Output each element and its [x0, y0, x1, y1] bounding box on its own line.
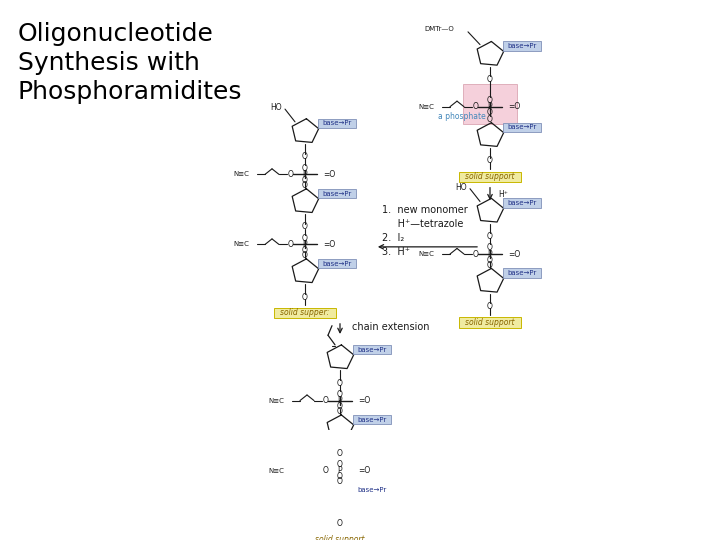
Text: O: O	[487, 302, 493, 311]
Text: P: P	[487, 249, 492, 259]
Text: solid support: solid support	[315, 535, 365, 540]
Text: O: O	[473, 249, 479, 259]
Text: O: O	[337, 407, 343, 416]
Bar	[503, 268, 541, 278]
Text: O: O	[337, 390, 343, 399]
Text: Oligonucleotide
Synthesis with
Phosphoramidites: Oligonucleotide Synthesis with Phosphora…	[18, 22, 243, 104]
Text: O: O	[337, 402, 343, 411]
Text: =O: =O	[323, 240, 336, 249]
Text: base→Pr: base→Pr	[508, 43, 536, 49]
Text: O: O	[337, 472, 343, 482]
Text: P: P	[302, 170, 307, 179]
Text: O: O	[288, 240, 294, 249]
Text: O: O	[302, 246, 308, 255]
Bar	[318, 119, 356, 128]
Text: solid supper:: solid supper:	[280, 308, 330, 318]
Text: O: O	[487, 232, 493, 241]
Text: base→Pr: base→Pr	[323, 120, 351, 126]
Text: H⁺: H⁺	[498, 190, 508, 199]
Bar	[503, 42, 541, 51]
Bar	[459, 172, 521, 182]
Bar	[318, 188, 356, 198]
Bar	[318, 259, 356, 268]
Text: N≡C: N≡C	[418, 251, 434, 257]
Text: =O: =O	[358, 466, 370, 475]
Bar	[309, 534, 371, 540]
Text: base→Pr: base→Pr	[357, 487, 387, 492]
Text: base→Pr: base→Pr	[323, 191, 351, 197]
Text: O: O	[487, 256, 493, 265]
Text: O: O	[487, 108, 493, 117]
Text: O: O	[288, 170, 294, 179]
Bar	[274, 308, 336, 318]
Text: O: O	[487, 115, 493, 124]
Bar	[459, 318, 521, 328]
Text: O: O	[302, 181, 308, 190]
Bar	[353, 485, 391, 495]
Text: O: O	[337, 519, 343, 528]
Text: N≡C: N≡C	[268, 468, 284, 474]
Text: O: O	[302, 234, 308, 242]
Text: O: O	[302, 152, 308, 161]
Text: O: O	[302, 176, 308, 185]
Text: base→Pr: base→Pr	[323, 261, 351, 267]
Text: O: O	[337, 460, 343, 469]
Text: solid support: solid support	[465, 172, 515, 181]
Text: O: O	[302, 251, 308, 260]
Text: O: O	[337, 449, 343, 457]
Text: HO: HO	[455, 183, 467, 192]
Bar	[353, 415, 391, 424]
Text: HO: HO	[271, 103, 282, 112]
Text: P: P	[487, 102, 492, 111]
Text: base→Pr: base→Pr	[357, 347, 387, 353]
Text: O: O	[487, 243, 493, 252]
Text: O: O	[487, 261, 493, 269]
Text: chain extension: chain extension	[352, 322, 430, 332]
Text: P: P	[338, 466, 342, 475]
Text: O: O	[487, 157, 493, 165]
Text: base→Pr: base→Pr	[508, 124, 536, 131]
Text: DMTr—O: DMTr—O	[424, 26, 454, 32]
Text: =O: =O	[358, 396, 370, 405]
Bar	[503, 123, 541, 132]
Text: O: O	[323, 466, 329, 475]
Bar	[503, 198, 541, 208]
Text: P: P	[302, 240, 307, 249]
Text: O: O	[302, 222, 308, 232]
Text: base→Pr: base→Pr	[508, 270, 536, 276]
Text: O: O	[323, 396, 329, 405]
Text: =O: =O	[323, 170, 336, 179]
Text: =O: =O	[508, 102, 521, 111]
Text: N≡C: N≡C	[233, 241, 249, 247]
Text: N≡C: N≡C	[418, 104, 434, 110]
Text: O: O	[337, 477, 343, 487]
Bar	[463, 84, 517, 124]
Text: P: P	[338, 396, 342, 405]
Text: O: O	[473, 102, 479, 111]
Text: base→Pr: base→Pr	[508, 200, 536, 206]
Text: O: O	[487, 96, 493, 105]
Bar	[353, 345, 391, 354]
Text: =O: =O	[508, 249, 521, 259]
Text: O: O	[487, 75, 493, 84]
Text: N≡C: N≡C	[268, 397, 284, 403]
Text: a phosphate: a phosphate	[438, 112, 486, 121]
Text: N≡C: N≡C	[233, 171, 249, 178]
Text: O: O	[302, 164, 308, 172]
Text: O: O	[337, 379, 343, 388]
Text: base→Pr: base→Pr	[357, 417, 387, 423]
Text: solid support: solid support	[465, 318, 515, 327]
Text: O: O	[302, 293, 308, 301]
Text: 1.  new monomer
     H⁺—tetrazole
2.  I₂
3.  H⁺: 1. new monomer H⁺—tetrazole 2. I₂ 3. H⁺	[382, 205, 468, 258]
